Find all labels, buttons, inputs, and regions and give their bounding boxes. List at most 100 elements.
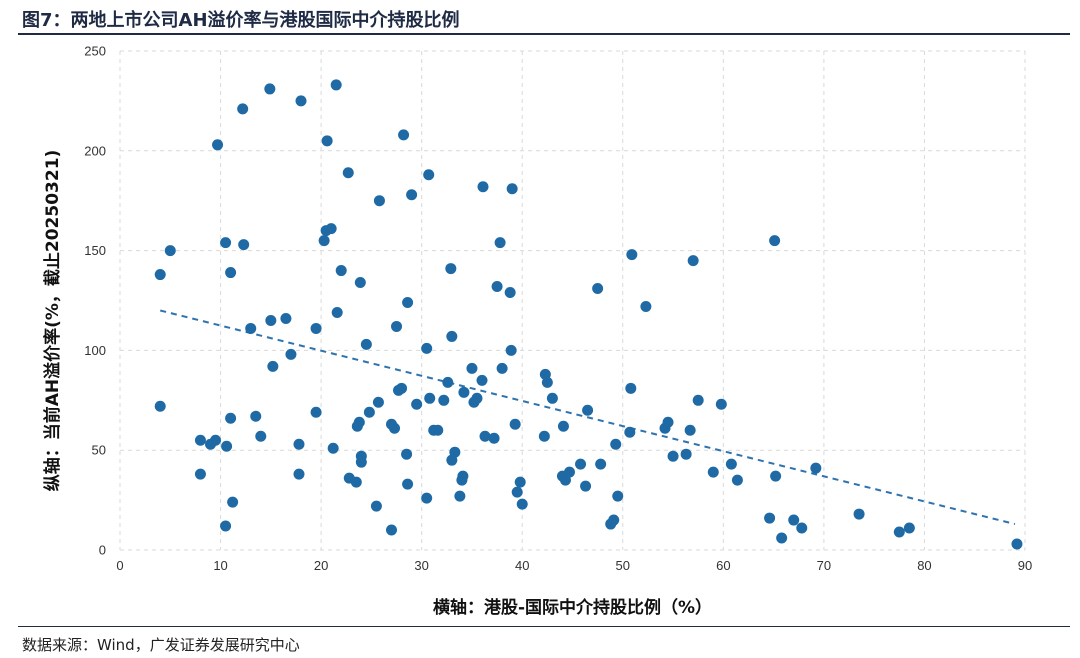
scatter-point	[225, 412, 237, 424]
scatter-point	[662, 416, 674, 428]
y-tick-label: 50	[92, 443, 106, 458]
scatter-point	[496, 362, 508, 374]
scatter-point	[220, 520, 232, 532]
scatter-point	[442, 376, 454, 388]
scatter-point	[610, 438, 622, 450]
scatter-point	[491, 281, 503, 293]
scatter-point	[402, 478, 414, 490]
scatter-point	[335, 265, 347, 277]
scatter-point	[331, 306, 343, 318]
scatter-point	[488, 432, 500, 444]
scatter-point	[373, 195, 385, 207]
scatter-point	[449, 446, 461, 458]
scatter-point	[386, 524, 397, 536]
scatter-point	[310, 322, 322, 334]
grid-lines	[119, 50, 1026, 551]
scatter-point	[445, 263, 457, 275]
scatter-point	[402, 296, 414, 308]
scatter-point	[293, 468, 305, 480]
scatter-point	[391, 320, 403, 332]
scatter-point	[353, 416, 365, 428]
scatter-point	[350, 476, 362, 488]
scatter-point	[684, 424, 696, 436]
y-tick-label: 0	[99, 543, 106, 558]
scatter-point	[764, 512, 776, 524]
scatter-point	[421, 492, 433, 504]
scatter-point	[454, 490, 466, 502]
scatter-point	[424, 392, 436, 404]
x-tick-label: 40	[515, 558, 529, 573]
x-tick-label: 50	[616, 558, 630, 573]
scatter-point	[776, 532, 788, 544]
scatter-point	[264, 83, 276, 95]
scatter-point	[225, 267, 237, 279]
scatter-point	[401, 448, 413, 460]
data-points	[154, 79, 1023, 550]
scatter-point	[707, 466, 719, 478]
scatter-point	[265, 314, 277, 326]
x-tick-label: 30	[414, 558, 428, 573]
scatter-point	[398, 129, 410, 141]
scatter-point	[221, 440, 233, 452]
scatter-point	[471, 392, 483, 404]
scatter-point	[853, 508, 865, 520]
scatter-point	[557, 420, 569, 432]
x-tick-label: 90	[1018, 558, 1032, 573]
trend-line	[159, 309, 1016, 526]
scatter-point	[154, 400, 166, 412]
scatter-point	[285, 348, 297, 360]
scatter-point	[810, 462, 822, 474]
x-tick-label: 60	[716, 558, 730, 573]
scatter-point	[164, 245, 176, 257]
scatter-point	[212, 139, 224, 151]
x-tick-label: 80	[917, 558, 931, 573]
scatter-point	[506, 183, 518, 195]
y-tick-label: 250	[84, 44, 106, 59]
x-tick-label: 0	[116, 558, 123, 573]
scatter-point	[360, 338, 372, 350]
scatter-chart: 0 10 20 30 40 50 60 70 80 90 0 50 100 150 200 250 横轴：港股…	[42, 44, 1032, 619]
scatter-point	[267, 360, 279, 372]
scatter-point	[624, 426, 636, 438]
scatter-point	[458, 386, 470, 398]
x-axis-label: 横轴：港股-国际中介持股比例（%）	[433, 597, 712, 618]
scatter-point	[476, 374, 488, 386]
scatter-point	[505, 344, 517, 356]
scatter-point	[210, 434, 222, 446]
scatter-point	[421, 342, 433, 354]
scatter-point	[330, 79, 342, 91]
scatter-point	[220, 237, 232, 249]
y-tick-label: 200	[84, 143, 106, 158]
scatter-point	[363, 406, 375, 418]
scatter-point	[446, 330, 458, 342]
scatter-point	[280, 312, 292, 324]
scatter-point	[687, 255, 699, 267]
scatter-point	[389, 422, 401, 434]
scatter-point	[667, 450, 679, 462]
chart-title: 图7：两地上市公司AH溢价率与港股国际中介持股比例	[22, 10, 460, 31]
scatter-point	[457, 470, 469, 482]
scatter-point	[318, 235, 330, 247]
scatter-point	[466, 362, 478, 374]
scatter-point	[903, 522, 915, 534]
scatter-point	[477, 181, 489, 193]
scatter-point	[238, 239, 250, 251]
scatter-point	[541, 376, 553, 388]
scatter-point	[893, 526, 905, 538]
scatter-point	[411, 398, 423, 410]
scatter-point	[595, 458, 607, 470]
scatter-point	[514, 476, 526, 488]
y-tick-label: 150	[84, 243, 106, 258]
scatter-point	[494, 237, 506, 249]
scatter-point	[731, 474, 743, 486]
scatter-point	[194, 434, 206, 446]
scatter-point	[227, 496, 239, 508]
scatter-point	[769, 235, 781, 247]
y-axis-label: 纵轴：当前AH溢价率(%，截止20250321)	[42, 150, 63, 492]
scatter-point	[509, 418, 521, 430]
scatter-point	[575, 458, 587, 470]
scatter-point	[355, 450, 367, 462]
scatter-point	[563, 466, 575, 478]
scatter-point	[582, 404, 594, 416]
scatter-point	[788, 514, 800, 526]
